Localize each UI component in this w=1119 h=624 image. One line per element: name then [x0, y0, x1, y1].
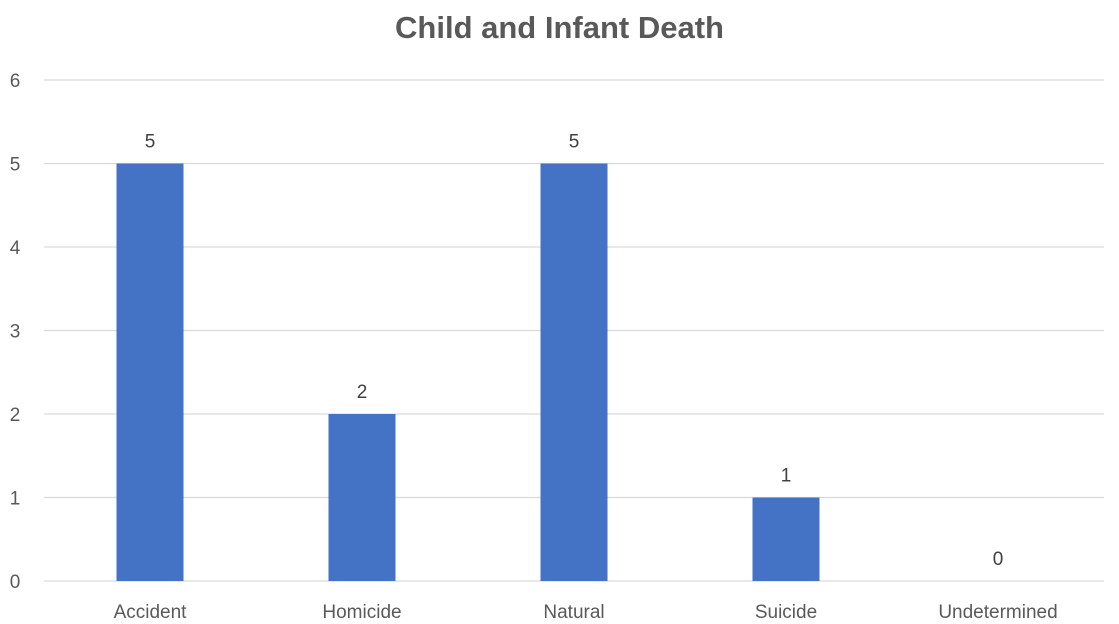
y-tick-label: 0: [10, 572, 21, 593]
x-tick-label: Suicide: [755, 602, 817, 623]
y-tick-label: 3: [10, 322, 21, 343]
data-label: 2: [357, 382, 368, 403]
y-tick-label: 5: [10, 155, 21, 176]
bar: [752, 497, 820, 581]
bar: [328, 414, 396, 581]
data-label: 5: [145, 132, 156, 153]
x-tick-label: Undetermined: [938, 602, 1057, 623]
x-tick-label: Accident: [114, 602, 188, 623]
bar: [116, 163, 184, 581]
y-tick-label: 4: [10, 238, 21, 259]
data-label: 5: [569, 132, 580, 153]
y-tick-label: 6: [10, 71, 21, 92]
chart-title: Child and Infant Death: [395, 10, 724, 45]
y-tick-label: 1: [10, 489, 21, 510]
bar: [540, 163, 608, 581]
data-label: 1: [781, 466, 792, 487]
data-label: 0: [993, 549, 1004, 570]
x-tick-label: Homicide: [322, 602, 401, 623]
y-tick-label: 2: [10, 405, 21, 426]
x-tick-label: Natural: [543, 602, 604, 623]
